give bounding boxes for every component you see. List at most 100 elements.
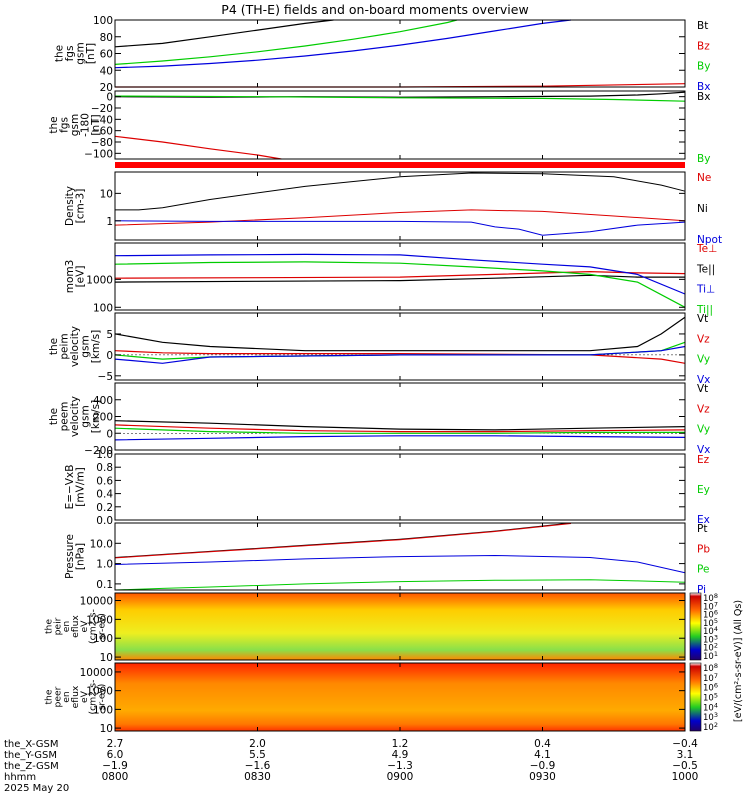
legend-by: By bbox=[697, 61, 710, 73]
ephem-value: 4.1 bbox=[534, 749, 551, 761]
y-tick-label: 200 bbox=[93, 412, 113, 424]
series-bt bbox=[114, 19, 334, 48]
legend-vy: Vy bbox=[697, 354, 710, 366]
legend-ez: Ez bbox=[697, 454, 710, 466]
series-vt bbox=[114, 316, 686, 352]
ephem-value: 2.0 bbox=[249, 738, 266, 750]
spectrogram-image bbox=[115, 593, 685, 660]
legend-bt: Bt bbox=[697, 20, 708, 32]
panel-pressure: 0.1 1.0 10.0 Pressure[nPa] Pt Pb Pe Pi bbox=[64, 522, 710, 596]
ephem-row-label: the_X-GSM bbox=[4, 739, 58, 750]
y-tick-label: 100 bbox=[93, 704, 113, 716]
y-tick-label: 100 bbox=[93, 302, 113, 314]
legend-pb: Pb bbox=[697, 543, 710, 555]
ephem-value: −0.5 bbox=[672, 760, 698, 772]
y-tick-label: 100 bbox=[93, 633, 113, 645]
y-axis-label: the bbox=[44, 689, 55, 704]
y-axis-label: Pressure bbox=[64, 534, 76, 579]
panel-flag_bar bbox=[115, 162, 685, 168]
series-by bbox=[114, 19, 458, 65]
y-tick-label: −60 bbox=[91, 126, 113, 138]
legend-vy: Vy bbox=[697, 424, 710, 436]
legend-vt: Vt bbox=[697, 313, 708, 325]
legend-ni: Ni bbox=[697, 203, 708, 215]
legend-te: Te⊥ bbox=[696, 243, 717, 255]
legend-ex: Ex bbox=[697, 514, 710, 526]
series-te bbox=[114, 270, 686, 279]
y-axis-label: eflux bbox=[70, 615, 81, 638]
panel-frame bbox=[114, 90, 686, 160]
legend-by: By bbox=[697, 153, 710, 165]
colorbar-unit-label: [eV/(cm²-s-sr-eV)] (All Qs) bbox=[733, 600, 744, 722]
y-tick-label: 0.4 bbox=[96, 489, 113, 501]
ephem-value: 0.4 bbox=[534, 738, 551, 750]
y-tick-label: 40 bbox=[100, 65, 113, 77]
ephem-value: −1.6 bbox=[245, 760, 271, 772]
y-tick-label: 0.2 bbox=[96, 502, 113, 514]
y-tick-label: −80 bbox=[91, 137, 113, 149]
ephem-row-label: the_Y-GSM bbox=[4, 750, 57, 761]
series-vy bbox=[114, 427, 685, 434]
legend-te: Te|| bbox=[696, 263, 715, 275]
ephem-value: 6.0 bbox=[107, 749, 124, 761]
legend-bx: Bx bbox=[697, 81, 710, 93]
ephem-value: 0900 bbox=[387, 771, 414, 783]
y-tick-label: 10.0 bbox=[90, 538, 113, 550]
y-tick-label: 80 bbox=[100, 32, 113, 44]
ephem-value: 2.7 bbox=[107, 738, 124, 750]
y-axis-label: -180 bbox=[80, 113, 92, 137]
series-npot bbox=[114, 220, 686, 236]
y-axis-label: sr-eV) bbox=[96, 684, 107, 711]
y-axis-label: [nT] bbox=[90, 114, 102, 135]
y-axis-label: [eV] bbox=[74, 266, 86, 288]
date-label: 2025 May 20 bbox=[4, 783, 69, 794]
y-tick-label: 10 bbox=[100, 188, 113, 200]
y-axis-label: gsm bbox=[74, 42, 86, 64]
panel-frame bbox=[114, 171, 686, 241]
series-ti bbox=[114, 261, 686, 308]
legend-pt: Pt bbox=[697, 523, 707, 535]
y-axis-label: [km/s] bbox=[90, 400, 102, 434]
panel-frame bbox=[114, 19, 686, 88]
y-axis-label: velocity bbox=[69, 326, 81, 367]
series-vz bbox=[114, 424, 686, 433]
y-axis-label: en bbox=[61, 621, 72, 633]
legend-vt: Vt bbox=[697, 383, 708, 395]
series-pb bbox=[114, 523, 572, 559]
y-axis-label: the bbox=[48, 408, 60, 425]
y-tick-label: 10 bbox=[100, 723, 113, 735]
y-tick-label: −40 bbox=[91, 114, 113, 126]
y-axis-label: gsm bbox=[80, 335, 92, 357]
y-axis-label: the bbox=[48, 116, 60, 133]
panel-density: 1 10 Density[cm-3] Ne Ni Npot bbox=[64, 171, 722, 246]
ephem-value: −0.9 bbox=[530, 760, 556, 772]
y-axis-label: [cm-3] bbox=[74, 189, 86, 224]
spectrogram-image bbox=[115, 663, 685, 731]
legend-ti: Ti|| bbox=[696, 304, 713, 316]
y-tick-label: 0.8 bbox=[96, 462, 113, 474]
y-axis-label: peem bbox=[59, 402, 71, 432]
y-axis-label: gsm bbox=[69, 114, 81, 136]
y-axis-label: eV bbox=[79, 690, 90, 703]
y-axis-label: eflux bbox=[70, 685, 81, 708]
panel-frame bbox=[114, 453, 686, 521]
y-axis-label: eV bbox=[79, 620, 90, 633]
y-axis-label: the bbox=[48, 338, 60, 355]
legend-ey: Ey bbox=[697, 484, 710, 496]
ephem-row-label: the_Z-GSM bbox=[4, 761, 59, 772]
y-tick-label: −200 bbox=[84, 445, 113, 457]
colorbar bbox=[689, 662, 702, 732]
panel-frame bbox=[114, 312, 686, 381]
series-ti bbox=[114, 253, 686, 295]
y-axis-label: the bbox=[53, 45, 65, 62]
y-tick-label: 60 bbox=[100, 49, 113, 61]
y-tick-label: 0.1 bbox=[96, 579, 113, 591]
legend-vz: Vz bbox=[697, 333, 710, 345]
y-tick-label: 100 bbox=[93, 15, 113, 27]
y-tick-label: 400 bbox=[93, 395, 113, 407]
series-vx bbox=[114, 435, 686, 441]
legend-ne: Ne bbox=[697, 172, 711, 184]
y-axis-label: sr-eV) bbox=[96, 613, 107, 640]
